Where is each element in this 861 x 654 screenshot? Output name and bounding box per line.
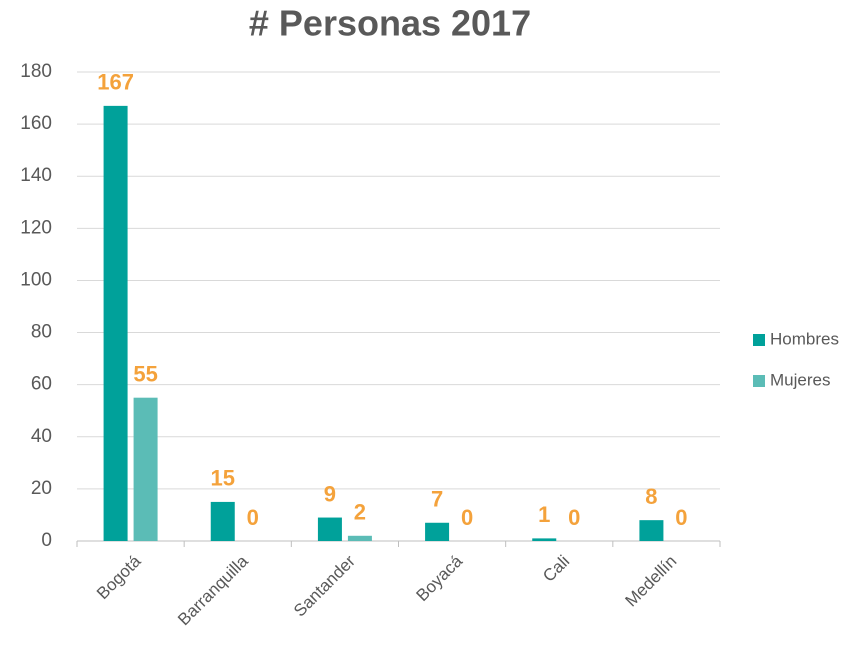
legend-label: Hombres: [770, 329, 839, 348]
bar: [133, 397, 158, 541]
value-label: 0: [675, 505, 687, 530]
legend-swatch: [753, 334, 765, 346]
y-tick-label: 160: [20, 113, 52, 134]
value-label: 7: [431, 487, 443, 512]
value-label: 0: [247, 505, 259, 530]
bar: [639, 520, 664, 541]
bar: [347, 535, 372, 541]
x-tick-label: Santander: [290, 551, 359, 620]
value-label: 55: [133, 362, 157, 387]
value-label: 9: [324, 481, 336, 506]
chart-title: # Personas 2017: [249, 3, 531, 44]
y-tick-label: 0: [41, 530, 52, 551]
value-label: 167: [97, 70, 134, 95]
bar: [210, 501, 235, 541]
x-tick-label: Bogotá: [93, 551, 145, 603]
legend-label: Mujeres: [770, 370, 830, 389]
y-tick-label: 180: [20, 61, 52, 82]
value-label: 8: [645, 484, 657, 509]
value-label: 1: [538, 502, 550, 527]
y-tick-label: 80: [31, 322, 52, 343]
x-tick-label: Medellín: [622, 552, 681, 611]
x-tick-label: Barranquilla: [174, 551, 252, 629]
bar: [317, 517, 342, 541]
y-tick-label: 140: [20, 165, 52, 186]
value-label: 2: [354, 500, 366, 525]
bar: [532, 538, 557, 541]
x-tick-label: Boyacá: [413, 551, 467, 605]
y-tick-label: 120: [20, 217, 52, 238]
y-tick-label: 60: [31, 374, 52, 395]
bar: [425, 522, 450, 541]
y-tick-label: 20: [31, 478, 52, 499]
y-tick-label: 40: [31, 426, 52, 447]
legend-swatch: [753, 375, 765, 387]
value-label: 0: [568, 505, 580, 530]
x-tick-label: Cali: [539, 552, 573, 586]
value-label: 0: [461, 505, 473, 530]
value-label: 15: [211, 466, 235, 491]
bar: [103, 105, 128, 541]
y-tick-label: 100: [20, 269, 52, 290]
